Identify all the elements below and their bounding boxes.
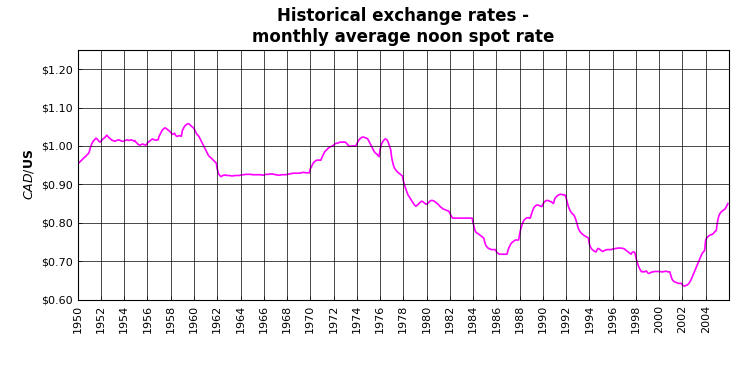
Title: Historical exchange rates -
monthly average noon spot rate: Historical exchange rates - monthly aver… <box>252 7 554 46</box>
Y-axis label: $CAD/$US: $CAD/$US <box>21 149 36 200</box>
